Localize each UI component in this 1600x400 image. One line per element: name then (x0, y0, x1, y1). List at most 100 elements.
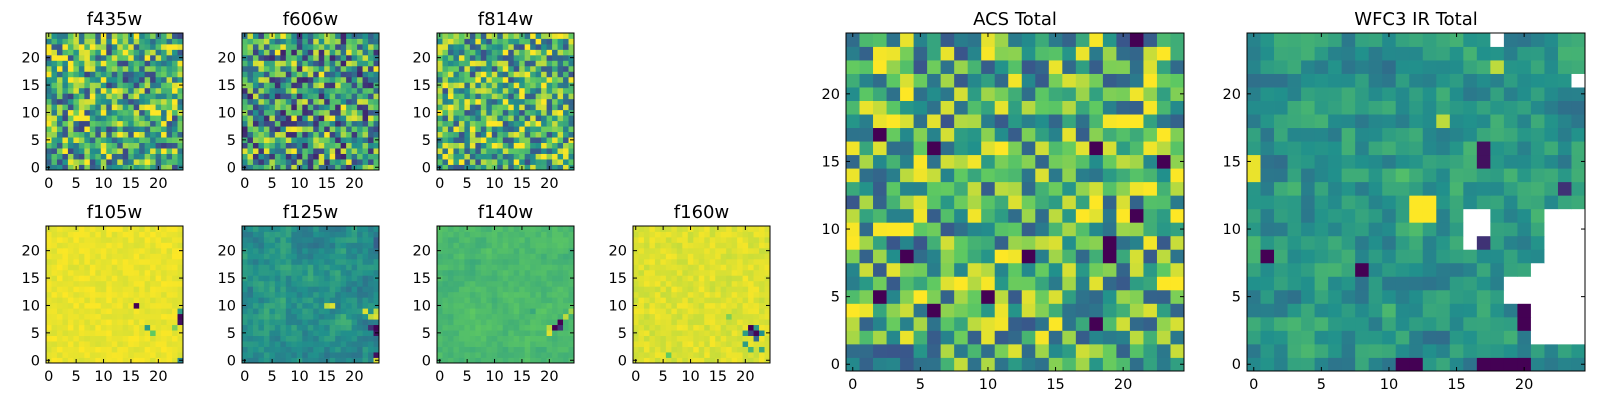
heatmap-cell (486, 269, 493, 276)
heatmap-cell (89, 131, 96, 138)
heatmap-cell (373, 153, 380, 160)
heatmap-cell (368, 131, 374, 138)
heatmap-cell (150, 280, 156, 287)
heatmap-cell (117, 258, 124, 265)
heatmap-cell (46, 324, 52, 331)
heatmap-cell (1089, 262, 1104, 277)
heatmap-cell (519, 126, 526, 133)
heatmap-cell (155, 76, 162, 83)
heatmap-cell (89, 87, 96, 94)
heatmap-cell (139, 226, 146, 232)
heatmap-cell (296, 302, 303, 309)
heatmap-cell (318, 247, 325, 254)
heatmap-cell (660, 247, 667, 254)
heatmap-cell (530, 131, 537, 138)
heatmap-cell (535, 76, 542, 83)
heatmap-cell (357, 142, 363, 149)
heatmap-cell (340, 341, 347, 347)
heatmap-cell (51, 104, 58, 111)
heatmap-cell (737, 231, 743, 238)
heatmap-cell (133, 49, 140, 56)
heatmap-cell (122, 65, 129, 72)
heatmap-cell (95, 76, 102, 83)
heatmap-cell (335, 302, 342, 309)
heatmap-cell (535, 269, 542, 276)
heatmap-cell (557, 286, 564, 293)
heatmap-cell (269, 236, 276, 243)
heatmap-cell (649, 341, 656, 347)
heatmap-cell (720, 264, 727, 271)
heatmap-cell (302, 269, 309, 276)
heatmap-cell (519, 93, 526, 100)
heatmap-cell (1102, 235, 1117, 250)
heatmap-cell (368, 346, 374, 353)
heatmap-cell (346, 352, 352, 358)
heatmap-cell (51, 115, 58, 122)
heatmap-cell (886, 222, 901, 237)
heatmap-cell (508, 302, 515, 309)
heatmap-cell (296, 297, 303, 304)
heatmap-cell (859, 357, 874, 372)
heatmap-cell (671, 253, 678, 260)
heatmap-cell (313, 352, 320, 358)
heatmap-cell (633, 297, 639, 304)
heatmap-cell (671, 291, 678, 298)
heatmap-cell (491, 104, 498, 111)
heatmap-cell (155, 153, 162, 160)
heatmap-cell (95, 65, 102, 72)
heatmap-cell (335, 313, 342, 320)
heatmap-cell (139, 324, 146, 331)
heatmap-cell (458, 38, 465, 45)
heatmap-cell (731, 313, 738, 320)
heatmap-cell (252, 258, 259, 265)
heatmap-cell (442, 142, 449, 149)
heatmap-cell (280, 33, 287, 39)
heatmap-cell (89, 104, 96, 111)
heatmap-cell (274, 137, 281, 143)
heatmap-cell (128, 126, 135, 133)
heatmap-cell (693, 280, 700, 287)
heatmap-cell (357, 280, 363, 287)
heatmap-cell (859, 168, 874, 183)
heatmap-cell (671, 231, 678, 238)
heatmap-cell (513, 313, 520, 320)
heatmap-cell (913, 343, 928, 358)
heatmap-cell (764, 236, 771, 243)
heatmap-cell (78, 38, 85, 45)
heatmap-cell (519, 247, 526, 254)
heatmap-cell (100, 87, 107, 94)
heatmap-cell (133, 120, 140, 127)
heatmap-cell (546, 341, 553, 347)
heatmap-cell (51, 76, 58, 83)
heatmap-cell (368, 65, 374, 72)
heatmap-cell (458, 302, 465, 309)
heatmap-cell (671, 357, 678, 364)
heatmap-cell (84, 346, 91, 353)
heatmap-cell (313, 153, 320, 160)
heatmap-cell (502, 82, 509, 89)
heatmap-cell (56, 137, 63, 143)
heatmap-cell (155, 291, 162, 298)
heatmap-cell (748, 313, 754, 320)
heatmap-cell (1170, 208, 1185, 223)
heatmap-cell (78, 253, 85, 260)
heatmap-cell (177, 115, 184, 122)
heatmap-cell (84, 71, 91, 78)
heatmap-cell (62, 115, 69, 122)
heatmap-cell (698, 302, 705, 309)
heatmap-cell (464, 120, 471, 127)
heatmap-cell (263, 297, 270, 304)
heatmap-cell (552, 54, 558, 61)
heatmap-cell (161, 153, 167, 160)
heatmap-cell (519, 65, 526, 72)
heatmap-cell (981, 235, 996, 250)
heatmap-cell (447, 253, 454, 260)
heatmap-cell (720, 302, 727, 309)
heatmap-cell (89, 159, 96, 165)
heatmap-cell (100, 280, 107, 287)
heatmap-cell (682, 264, 689, 271)
heatmap-cell (128, 275, 135, 282)
heatmap-cell (464, 242, 471, 249)
heatmap-cell (62, 93, 69, 100)
heatmap-cell (638, 275, 645, 282)
